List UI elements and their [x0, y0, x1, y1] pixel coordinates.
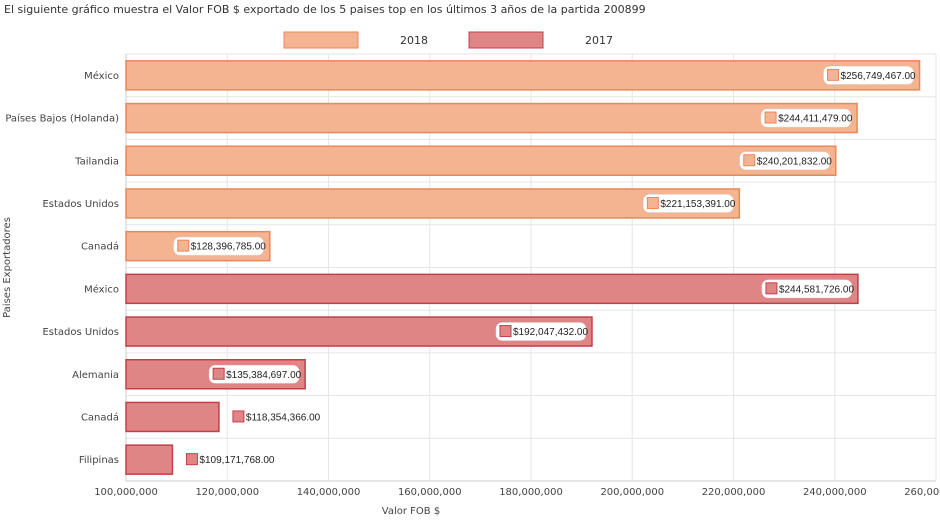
category-label: Filipinas — [79, 455, 119, 466]
data-label-swatch — [743, 154, 756, 167]
x-tick-label: 160,000,000 — [398, 487, 462, 498]
bar-2018[interactable] — [125, 188, 741, 219]
bar-2018[interactable] — [125, 102, 858, 134]
x-tick-label: 220,000,000 — [702, 487, 766, 498]
data-label-swatch — [827, 68, 840, 81]
category-label: Tailandia — [74, 156, 119, 167]
data-label-background — [173, 236, 265, 256]
data-label-swatch — [646, 196, 659, 209]
bar-2018[interactable] — [125, 60, 921, 91]
chart-caption: El siguiente gráfico muestra el Valor FO… — [4, 3, 646, 16]
legend-swatch-2018[interactable] — [283, 31, 359, 49]
data-label-swatch — [185, 453, 198, 466]
x-tick-label: 200,000,000 — [600, 487, 664, 498]
data-label-background — [739, 151, 831, 170]
x-tick-label: 100,000,000 — [94, 487, 158, 498]
bar-2017[interactable] — [125, 401, 220, 433]
data-label-background — [208, 365, 300, 384]
data-label: $128,396,785.00 — [191, 242, 267, 253]
category-label: México — [84, 70, 119, 82]
x-tick-label: 260,000,000 — [904, 487, 940, 498]
data-label-background — [495, 322, 587, 341]
data-label: $192,047,432.00 — [513, 327, 589, 338]
data-label: $109,171,768.00 — [199, 455, 275, 466]
bar-2017[interactable] — [125, 273, 859, 305]
data-label-swatch — [212, 367, 225, 380]
y-axis-title: Paises Exportadores — [2, 217, 13, 318]
data-label-swatch — [765, 282, 778, 295]
x-tick-label: 180,000,000 — [499, 487, 563, 498]
legend-swatch-2017[interactable] — [468, 31, 544, 49]
data-label: $135,384,697.00 — [226, 370, 302, 381]
data-label: $244,581,726.00 — [779, 284, 855, 295]
x-tick-label: 120,000,000 — [195, 487, 259, 498]
legend-label-2018[interactable]: 2018 — [400, 34, 428, 47]
data-label-background — [643, 194, 734, 213]
data-label-background — [760, 108, 852, 128]
x-tick-label: 240,000,000 — [803, 487, 867, 498]
category-label: Estados Unidos — [42, 327, 119, 338]
category-label: Canadá — [81, 411, 119, 423]
x-tick-label: 140,000,000 — [297, 487, 361, 498]
data-label-background — [823, 66, 914, 85]
legend-label-2017[interactable]: 2017 — [585, 34, 613, 47]
data-label: $256,749,467.00 — [841, 71, 917, 82]
data-label: $244,411,479.00 — [778, 114, 853, 125]
data-label-swatch — [764, 111, 777, 124]
data-label-swatch — [499, 325, 512, 338]
bar-2018[interactable] — [125, 145, 837, 176]
data-label-background — [761, 279, 853, 299]
category-label: Canadá — [81, 241, 119, 253]
data-label: $221,153,391.00 — [660, 199, 736, 210]
category-label: Alemania — [72, 370, 119, 381]
bar-2017[interactable] — [125, 444, 174, 475]
category-label: Países Bajos (Holanda) — [5, 113, 119, 125]
data-label: $240,201,832.00 — [757, 156, 833, 167]
data-label-swatch — [177, 239, 190, 252]
data-label-swatch — [232, 410, 245, 423]
x-axis-title: Valor FOB $ — [382, 506, 440, 517]
category-label: Estados Unidos — [42, 199, 119, 210]
data-label: $118,354,366.00 — [246, 412, 321, 423]
category-label: México — [84, 283, 119, 295]
